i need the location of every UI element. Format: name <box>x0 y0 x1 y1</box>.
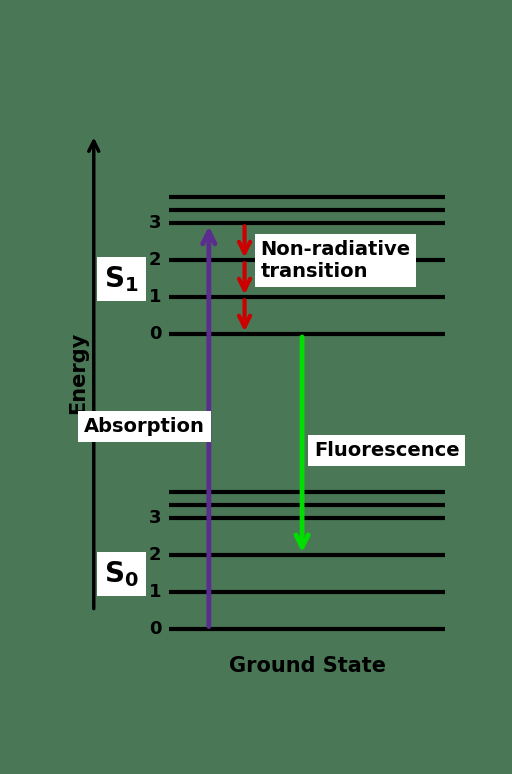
Text: 0: 0 <box>148 620 161 639</box>
Text: Non-radiative
transition: Non-radiative transition <box>261 240 411 281</box>
Text: Fluorescence: Fluorescence <box>314 440 460 460</box>
Text: $\mathbf{S_1}$: $\mathbf{S_1}$ <box>104 264 139 293</box>
Text: $\mathbf{S_0}$: $\mathbf{S_0}$ <box>104 559 139 589</box>
Text: Energy: Energy <box>68 332 88 414</box>
Text: Ground State: Ground State <box>228 656 386 676</box>
Text: 3: 3 <box>148 214 161 232</box>
Text: 0: 0 <box>148 325 161 343</box>
Text: 1: 1 <box>148 288 161 307</box>
Text: 2: 2 <box>148 546 161 564</box>
Text: 2: 2 <box>148 252 161 269</box>
Text: 1: 1 <box>148 584 161 601</box>
Text: 3: 3 <box>148 509 161 527</box>
Text: Absorption: Absorption <box>84 417 205 436</box>
